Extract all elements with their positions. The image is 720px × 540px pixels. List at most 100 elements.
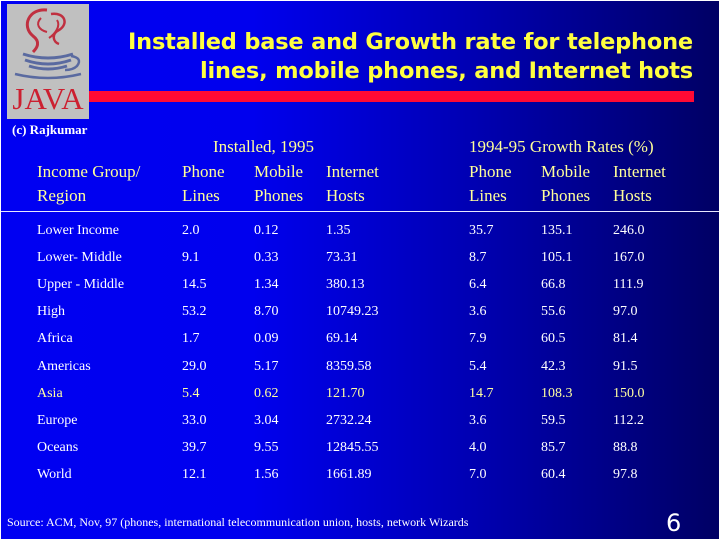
cell-region: Europe bbox=[37, 413, 78, 428]
cell-installed-internet-hosts: 2732.24 bbox=[326, 413, 372, 428]
cell-growth-mobile-phones: 108.3 bbox=[541, 386, 573, 401]
cell-growth-mobile-phones: 60.4 bbox=[541, 467, 566, 482]
cell-installed-internet-hosts: 69.14 bbox=[326, 331, 358, 346]
cell-installed-phone-lines: 2.0 bbox=[182, 223, 200, 238]
cell-installed-internet-hosts: 8359.58 bbox=[326, 359, 372, 374]
table-row: Americas 29.0 5.17 8359.58 5.4 42.3 91.5 bbox=[1, 357, 719, 377]
column-header-installed-phone-lines: Phone Lines bbox=[182, 162, 225, 205]
cell-installed-internet-hosts: 121.70 bbox=[326, 386, 365, 401]
cell-growth-mobile-phones: 135.1 bbox=[541, 223, 573, 238]
table-row: Asia 5.4 0.62 121.70 14.7 108.3 150.0 bbox=[1, 384, 719, 404]
cell-installed-phone-lines: 9.1 bbox=[182, 250, 200, 265]
table-row: Oceans 39.7 9.55 12845.55 4.0 85.7 88.8 bbox=[1, 438, 719, 458]
cell-growth-mobile-phones: 60.5 bbox=[541, 331, 566, 346]
header-divider bbox=[1, 211, 719, 212]
cell-region: Upper - Middle bbox=[37, 277, 125, 292]
cell-growth-internet-hosts: 150.0 bbox=[613, 386, 645, 401]
cell-growth-phone-lines: 4.0 bbox=[469, 440, 487, 455]
cell-region: Oceans bbox=[37, 440, 79, 455]
column-header-growth-internet-hosts: Internet Hosts bbox=[613, 162, 666, 205]
column-header-growth-phone-lines: Phone Lines bbox=[469, 162, 512, 205]
page-number: 6 bbox=[666, 509, 682, 537]
cell-installed-mobile-phones: 0.12 bbox=[254, 223, 279, 238]
cell-growth-phone-lines: 7.0 bbox=[469, 467, 487, 482]
cell-growth-phone-lines: 3.6 bbox=[469, 413, 487, 428]
cell-installed-mobile-phones: 8.70 bbox=[254, 304, 279, 319]
table-row: Lower Income 2.0 0.12 1.35 35.7 135.1 246.0 bbox=[1, 221, 719, 241]
cell-growth-internet-hosts: 167.0 bbox=[613, 250, 645, 265]
cell-region: Africa bbox=[37, 331, 73, 346]
cell-installed-mobile-phones: 5.17 bbox=[254, 359, 279, 374]
cell-growth-mobile-phones: 66.8 bbox=[541, 277, 566, 292]
table-row: World 12.1 1.56 1661.89 7.0 60.4 97.8 bbox=[1, 465, 719, 485]
cell-region: World bbox=[37, 467, 72, 482]
cell-installed-mobile-phones: 0.09 bbox=[254, 331, 279, 346]
cell-growth-internet-hosts: 246.0 bbox=[613, 223, 645, 238]
cell-growth-internet-hosts: 97.8 bbox=[613, 467, 638, 482]
table-row: High 53.2 8.70 10749.23 3.6 55.6 97.0 bbox=[1, 302, 719, 322]
column-header-installed-internet-hosts: Internet Hosts bbox=[326, 162, 379, 205]
table-row: Europe 33.0 3.04 2732.24 3.6 59.5 112.2 bbox=[1, 411, 719, 431]
cell-installed-mobile-phones: 9.55 bbox=[254, 440, 279, 455]
column-header-region: Income Group/ Region bbox=[37, 162, 141, 205]
cell-growth-phone-lines: 5.4 bbox=[469, 359, 487, 374]
column-header-installed-mobile-phones: Mobile Phones bbox=[254, 162, 304, 205]
cell-growth-phone-lines: 35.7 bbox=[469, 223, 494, 238]
coffee-cup-icon bbox=[14, 8, 82, 80]
cell-installed-internet-hosts: 1661.89 bbox=[326, 467, 372, 482]
cell-installed-phone-lines: 29.0 bbox=[182, 359, 207, 374]
title-accent-bar bbox=[89, 91, 694, 102]
group-header-growth: 1994-95 Growth Rates (%) bbox=[469, 137, 654, 156]
java-logo-text: JAVA bbox=[12, 81, 84, 116]
slide-title: Installed base and Growth rate for telep… bbox=[128, 28, 693, 86]
cell-region: Lower- Middle bbox=[37, 250, 122, 265]
cell-growth-internet-hosts: 112.2 bbox=[613, 413, 644, 428]
table-row: Upper - Middle 14.5 1.34 380.13 6.4 66.8 111.9 bbox=[1, 275, 719, 295]
cell-installed-mobile-phones: 0.33 bbox=[254, 250, 279, 265]
cell-growth-internet-hosts: 97.0 bbox=[613, 304, 638, 319]
cell-installed-phone-lines: 33.0 bbox=[182, 413, 207, 428]
cell-installed-phone-lines: 39.7 bbox=[182, 440, 207, 455]
java-logo: JAVA bbox=[7, 4, 89, 119]
cell-growth-phone-lines: 7.9 bbox=[469, 331, 487, 346]
cell-installed-phone-lines: 5.4 bbox=[182, 386, 200, 401]
cell-installed-phone-lines: 14.5 bbox=[182, 277, 207, 292]
slide-title-line1: Installed base and Growth rate for telep… bbox=[127, 29, 693, 55]
cell-growth-mobile-phones: 42.3 bbox=[541, 359, 566, 374]
cell-growth-mobile-phones: 105.1 bbox=[541, 250, 573, 265]
cell-installed-phone-lines: 53.2 bbox=[182, 304, 207, 319]
cell-installed-mobile-phones: 1.34 bbox=[254, 277, 279, 292]
cell-growth-internet-hosts: 81.4 bbox=[613, 331, 638, 346]
cell-growth-phone-lines: 8.7 bbox=[469, 250, 487, 265]
cell-growth-internet-hosts: 111.9 bbox=[613, 277, 644, 292]
cell-growth-phone-lines: 14.7 bbox=[469, 386, 494, 401]
cell-installed-internet-hosts: 12845.55 bbox=[326, 440, 379, 455]
cell-region: High bbox=[37, 304, 65, 319]
cell-growth-mobile-phones: 59.5 bbox=[541, 413, 566, 428]
cell-region: Lower Income bbox=[37, 223, 120, 238]
cell-installed-mobile-phones: 1.56 bbox=[254, 467, 279, 482]
cell-installed-internet-hosts: 1.35 bbox=[326, 223, 351, 238]
cell-installed-internet-hosts: 10749.23 bbox=[326, 304, 379, 319]
table-row: Lower- Middle 9.1 0.33 73.31 8.7 105.1 167.0 bbox=[1, 248, 719, 268]
cell-growth-internet-hosts: 88.8 bbox=[613, 440, 638, 455]
cell-growth-mobile-phones: 85.7 bbox=[541, 440, 566, 455]
cell-region: Americas bbox=[37, 359, 91, 374]
author-credit: (c) Rajkumar bbox=[12, 122, 88, 137]
cell-growth-mobile-phones: 55.6 bbox=[541, 304, 566, 319]
cell-installed-mobile-phones: 0.62 bbox=[254, 386, 279, 401]
cell-installed-mobile-phones: 3.04 bbox=[254, 413, 279, 428]
cell-installed-internet-hosts: 380.13 bbox=[326, 277, 365, 292]
cell-installed-phone-lines: 1.7 bbox=[182, 331, 200, 346]
column-header-growth-mobile-phones: Mobile Phones bbox=[541, 162, 591, 205]
cell-growth-phone-lines: 6.4 bbox=[469, 277, 487, 292]
slide-title-line2: lines, mobile phones, and Internet hots bbox=[200, 58, 693, 84]
cell-growth-internet-hosts: 91.5 bbox=[613, 359, 638, 374]
table-row: Africa 1.7 0.09 69.14 7.9 60.5 81.4 bbox=[1, 329, 719, 349]
cell-growth-phone-lines: 3.6 bbox=[469, 304, 487, 319]
cell-installed-phone-lines: 12.1 bbox=[182, 467, 207, 482]
group-header-installed: Installed, 1995 bbox=[213, 137, 315, 156]
source-citation: Source: ACM, Nov, 97 (phones, internatio… bbox=[7, 515, 469, 529]
cell-installed-internet-hosts: 73.31 bbox=[326, 250, 358, 265]
